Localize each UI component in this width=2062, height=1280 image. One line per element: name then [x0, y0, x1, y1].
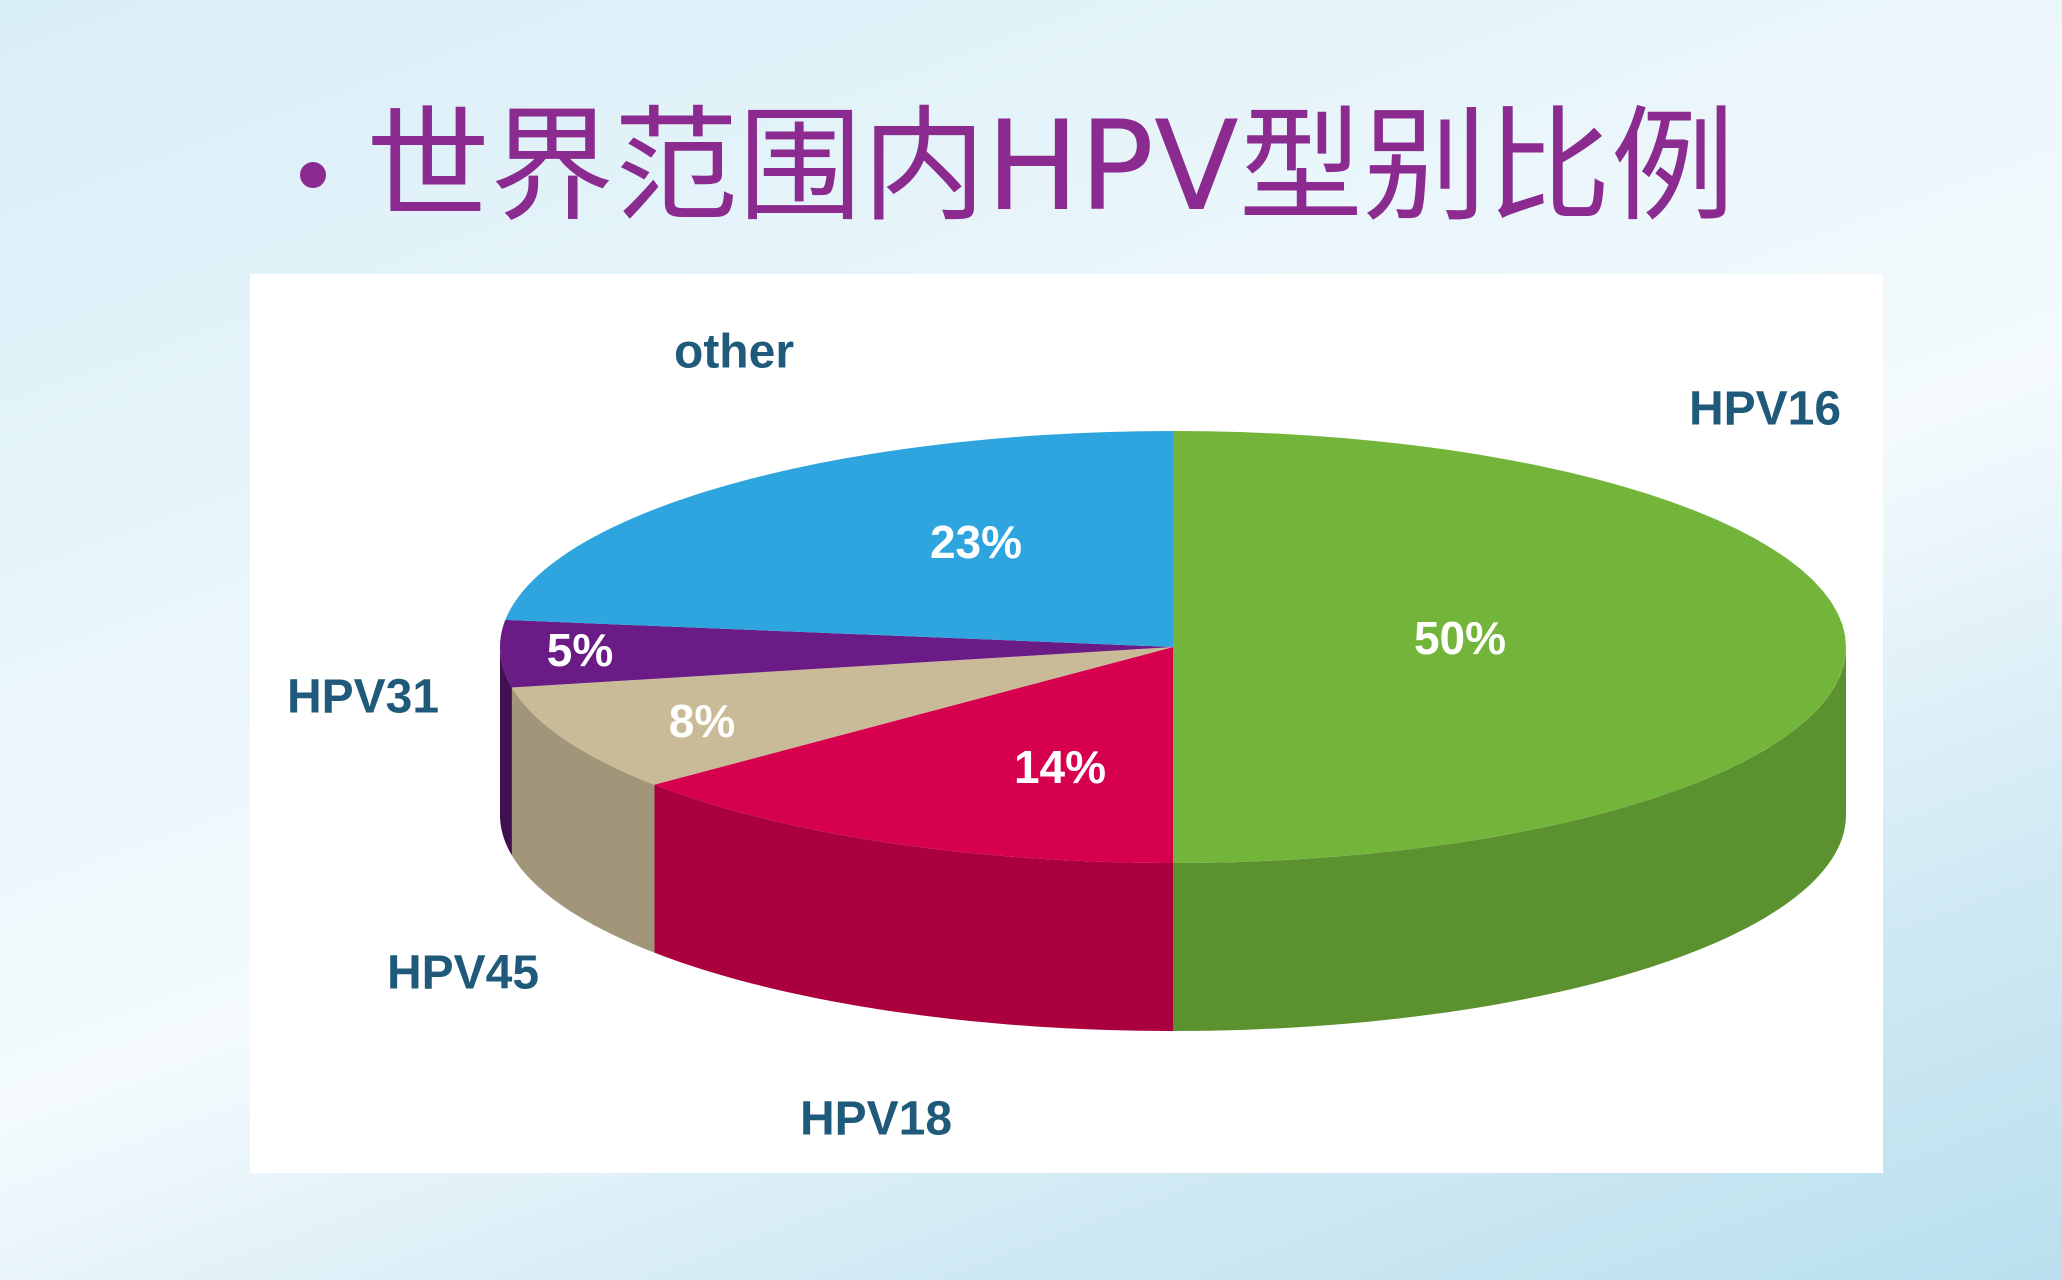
slice [505, 431, 1174, 647]
value-label: 5% [547, 624, 613, 676]
category-label: HPV45 [387, 947, 539, 1000]
value-label: 50% [1414, 612, 1506, 664]
slide-title-wrap: 世界范围内HPV型别比例 [300, 105, 1735, 229]
bullet [300, 161, 326, 188]
category-label: HPV31 [287, 671, 439, 724]
slice-side [1173, 647, 1846, 1031]
category-label: other [674, 326, 794, 379]
slice [500, 619, 1173, 688]
category-label: HPV18 [800, 1093, 952, 1146]
value-label: 8% [669, 695, 735, 747]
slide-title: 世界范围内HPV型别比例 [366, 95, 1735, 239]
slice-side [500, 647, 512, 856]
slice-side [654, 784, 1173, 1031]
slice [511, 647, 1174, 785]
slice [654, 647, 1173, 863]
slice-side [511, 687, 655, 953]
value-label: 14% [1014, 741, 1106, 793]
slice [1173, 431, 1846, 863]
value-label: 23% [930, 516, 1022, 568]
category-label: HPV16 [1689, 383, 1841, 436]
